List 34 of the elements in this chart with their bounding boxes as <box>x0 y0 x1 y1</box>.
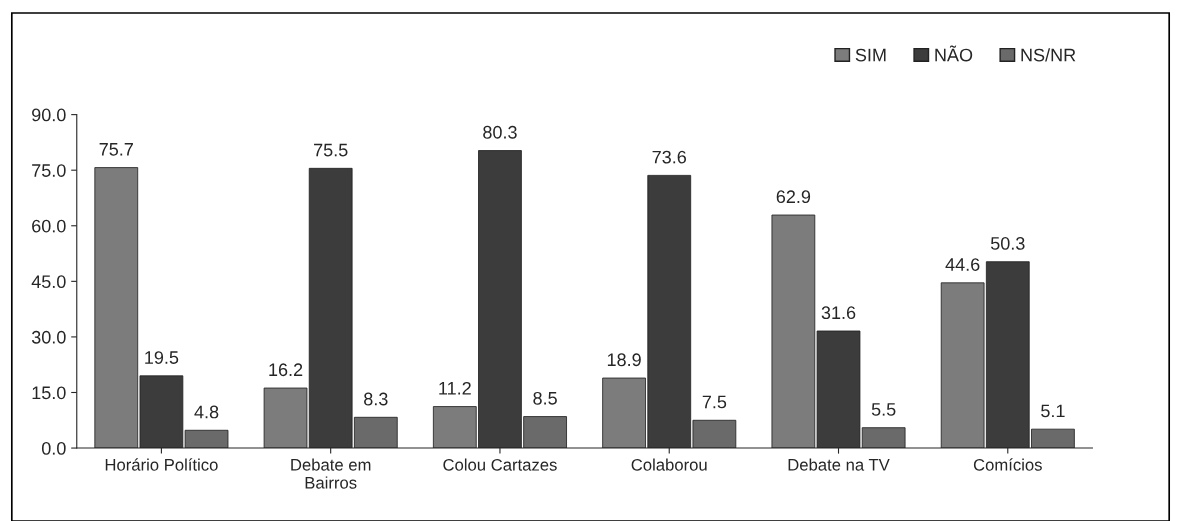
y-tick-label: 60.0 <box>32 219 66 233</box>
legend-label: NS/NR <box>1021 48 1076 62</box>
x-tick-label: Colaborou <box>631 458 707 471</box>
data-label: 50.3 <box>990 237 1025 250</box>
data-label: 7.5 <box>702 395 727 409</box>
data-label: 73.6 <box>652 150 687 164</box>
x-tick-label: Debate na TV <box>788 458 890 471</box>
y-tick-label: 90.0 <box>32 108 66 122</box>
data-label: 18.9 <box>607 353 641 367</box>
y-tick-label: 45.0 <box>31 275 66 289</box>
data-label: 75.7 <box>99 143 133 156</box>
data-label: 80.3 <box>483 125 517 139</box>
x-tick-label: Debate em Bairros <box>291 458 371 489</box>
legend-label: SIM <box>855 48 886 62</box>
data-label: 75.5 <box>314 143 348 157</box>
data-label: 31.6 <box>821 306 856 320</box>
data-label: 5.1 <box>1041 404 1065 418</box>
x-tick-label: Comícios <box>973 458 1042 471</box>
y-tick-label: 0.0 <box>41 441 66 455</box>
y-tick-label: 15.0 <box>32 386 66 400</box>
data-label: 19.5 <box>145 351 179 364</box>
x-tick-label: Colou Cartazes <box>443 458 557 471</box>
data-label: 16.2 <box>269 363 303 377</box>
data-label: 5.5 <box>871 403 896 416</box>
y-tick-label: 75.0 <box>32 164 66 177</box>
data-label: 11.2 <box>439 381 471 395</box>
data-label: 62.9 <box>776 190 811 204</box>
legend-label: NÃO <box>935 45 973 62</box>
y-tick-label: 30.0 <box>31 330 66 344</box>
x-tick-label: Horário Político <box>105 458 218 471</box>
data-label: 4.8 <box>194 405 219 419</box>
data-label: 8.3 <box>364 392 388 406</box>
data-label: 8.5 <box>533 391 557 405</box>
data-label: 44.6 <box>945 258 980 271</box>
